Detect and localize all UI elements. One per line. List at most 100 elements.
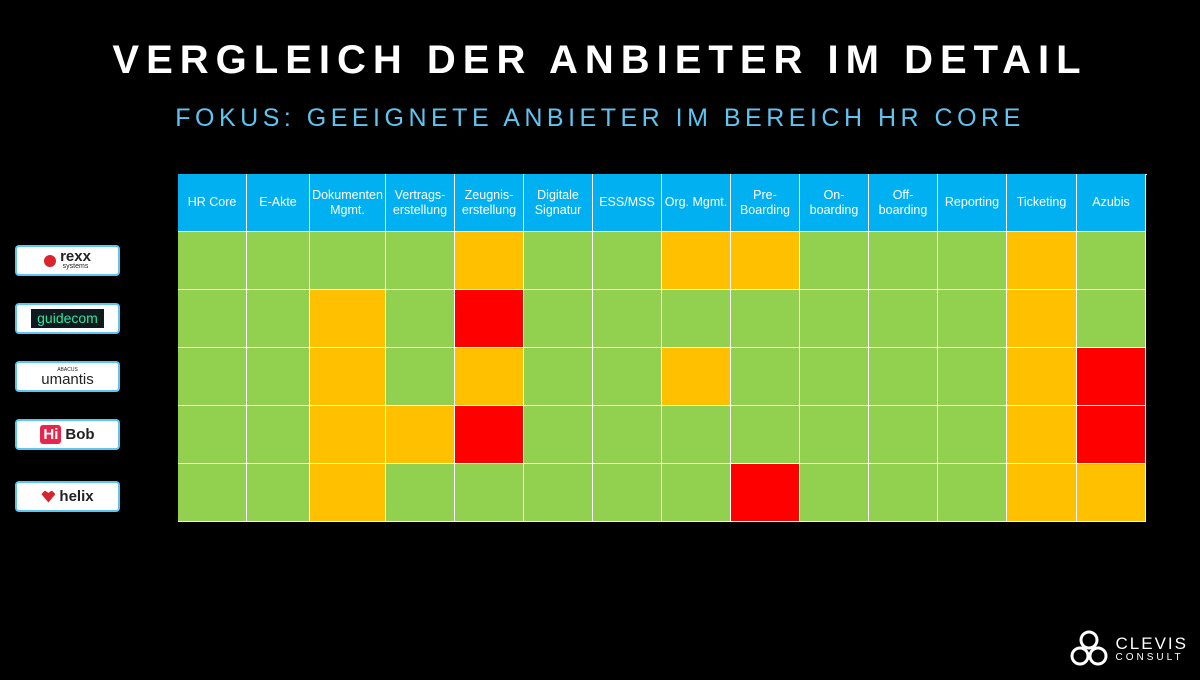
column-header: Digitale Signatur bbox=[524, 174, 593, 232]
rating-cell bbox=[593, 348, 662, 406]
rating-cell bbox=[1077, 290, 1146, 348]
column-header: Vertrags- erstellung bbox=[386, 174, 455, 232]
rating-cell bbox=[662, 348, 731, 406]
logo-text: helix bbox=[59, 488, 94, 505]
rating-cell bbox=[455, 290, 524, 348]
rating-cell bbox=[386, 348, 455, 406]
rating-cell bbox=[524, 464, 593, 522]
rating-cell bbox=[310, 290, 386, 348]
logo-name: helix bbox=[59, 488, 94, 505]
rating-cell bbox=[455, 348, 524, 406]
rating-cell bbox=[731, 290, 800, 348]
rating-cell bbox=[1007, 348, 1077, 406]
rating-cell bbox=[662, 406, 731, 464]
rating-cell bbox=[731, 232, 800, 290]
column-header: Ticketing bbox=[1007, 174, 1077, 232]
rating-cell bbox=[310, 406, 386, 464]
rating-cell bbox=[178, 232, 247, 290]
rating-cell bbox=[310, 232, 386, 290]
rating-cell bbox=[869, 232, 938, 290]
footer-logo: CLEVIS CONSULT bbox=[1068, 628, 1188, 670]
rating-cell bbox=[524, 290, 593, 348]
vendor-logo: ABACUS umantis bbox=[15, 361, 120, 392]
column-header: HR Core bbox=[178, 174, 247, 232]
rating-cell bbox=[455, 406, 524, 464]
column-header: Reporting bbox=[938, 174, 1007, 232]
rating-cell bbox=[869, 464, 938, 522]
rating-cell bbox=[247, 290, 310, 348]
rating-cell bbox=[1077, 406, 1146, 464]
rating-cell bbox=[386, 406, 455, 464]
rating-cell bbox=[455, 464, 524, 522]
subtitle: FOKUS: GEEIGNETE ANBIETER IM BEREICH HR … bbox=[175, 104, 1025, 132]
comparison-table: HR Core E-Akte Dokumenten Mgmt. Vertrags- e… bbox=[178, 174, 1147, 522]
rating-cell bbox=[938, 464, 1007, 522]
rating-cell bbox=[731, 406, 800, 464]
rating-cell bbox=[869, 406, 938, 464]
rating-cell bbox=[178, 406, 247, 464]
vendor-logo: rexx systems bbox=[15, 245, 120, 276]
footer-text: CLEVIS CONSULT bbox=[1116, 635, 1188, 663]
logo-text: guidecom bbox=[31, 309, 104, 328]
rating-cell bbox=[1007, 464, 1077, 522]
rating-cell bbox=[593, 290, 662, 348]
column-header: Pre- Boarding bbox=[731, 174, 800, 232]
rating-cell bbox=[524, 348, 593, 406]
rating-cell bbox=[1077, 464, 1146, 522]
column-header: On- boarding bbox=[800, 174, 869, 232]
column-header: Off- boarding bbox=[869, 174, 938, 232]
rating-cell bbox=[178, 348, 247, 406]
rating-cell bbox=[386, 290, 455, 348]
column-header: ESS/MSS bbox=[593, 174, 662, 232]
rating-cell bbox=[938, 232, 1007, 290]
rating-cell bbox=[662, 232, 731, 290]
logo-text: ABACUS umantis bbox=[41, 367, 94, 388]
logo-icon bbox=[44, 254, 57, 267]
rating-cell bbox=[731, 348, 800, 406]
rating-cell bbox=[1007, 406, 1077, 464]
rating-cell bbox=[938, 290, 1007, 348]
vendor-logo: helix bbox=[15, 481, 120, 512]
logo-name: Bob bbox=[65, 426, 95, 443]
rating-cell bbox=[1077, 348, 1146, 406]
rating-cell bbox=[247, 232, 310, 290]
logo-name: guidecom bbox=[31, 309, 104, 328]
rating-cell bbox=[1007, 232, 1077, 290]
rating-cell bbox=[386, 464, 455, 522]
logo-text: rexx systems bbox=[60, 248, 91, 271]
title: VERGLEICH DER ANBIETER IM DETAIL bbox=[112, 38, 1088, 82]
logo-sup: ABACUS bbox=[57, 367, 78, 373]
logo-sub: systems bbox=[62, 263, 89, 270]
rating-cell bbox=[178, 464, 247, 522]
rating-cell bbox=[869, 348, 938, 406]
rating-cell bbox=[800, 406, 869, 464]
column-header: Zeugnis- erstellung bbox=[455, 174, 524, 232]
rating-cell bbox=[455, 232, 524, 290]
rating-cell bbox=[731, 464, 800, 522]
rating-cell bbox=[800, 232, 869, 290]
column-header: E-Akte bbox=[247, 174, 310, 232]
rating-cell bbox=[1007, 290, 1077, 348]
rating-cell bbox=[593, 464, 662, 522]
column-header: Dokumenten Mgmt. bbox=[310, 174, 386, 232]
footer-brand: CLEVIS bbox=[1115, 634, 1188, 653]
rating-cell bbox=[524, 406, 593, 464]
logo-icon bbox=[41, 490, 56, 503]
logo-badge: Hi bbox=[40, 425, 62, 444]
rating-cell bbox=[869, 290, 938, 348]
logo-name: rexx bbox=[60, 248, 91, 265]
rating-cell bbox=[593, 232, 662, 290]
rating-cell bbox=[310, 348, 386, 406]
rating-cell bbox=[524, 232, 593, 290]
rating-cell bbox=[662, 464, 731, 522]
vendor-logo: guidecom bbox=[15, 303, 120, 334]
footer-icon bbox=[1070, 630, 1108, 666]
rating-cell bbox=[938, 406, 1007, 464]
rating-cell bbox=[310, 464, 386, 522]
column-header: Org. Mgmt. bbox=[662, 174, 731, 232]
rating-cell bbox=[386, 232, 455, 290]
logo-name: umantis bbox=[41, 371, 94, 388]
rating-cell bbox=[938, 348, 1007, 406]
column-header: Azubis bbox=[1077, 174, 1146, 232]
rating-cell bbox=[593, 406, 662, 464]
